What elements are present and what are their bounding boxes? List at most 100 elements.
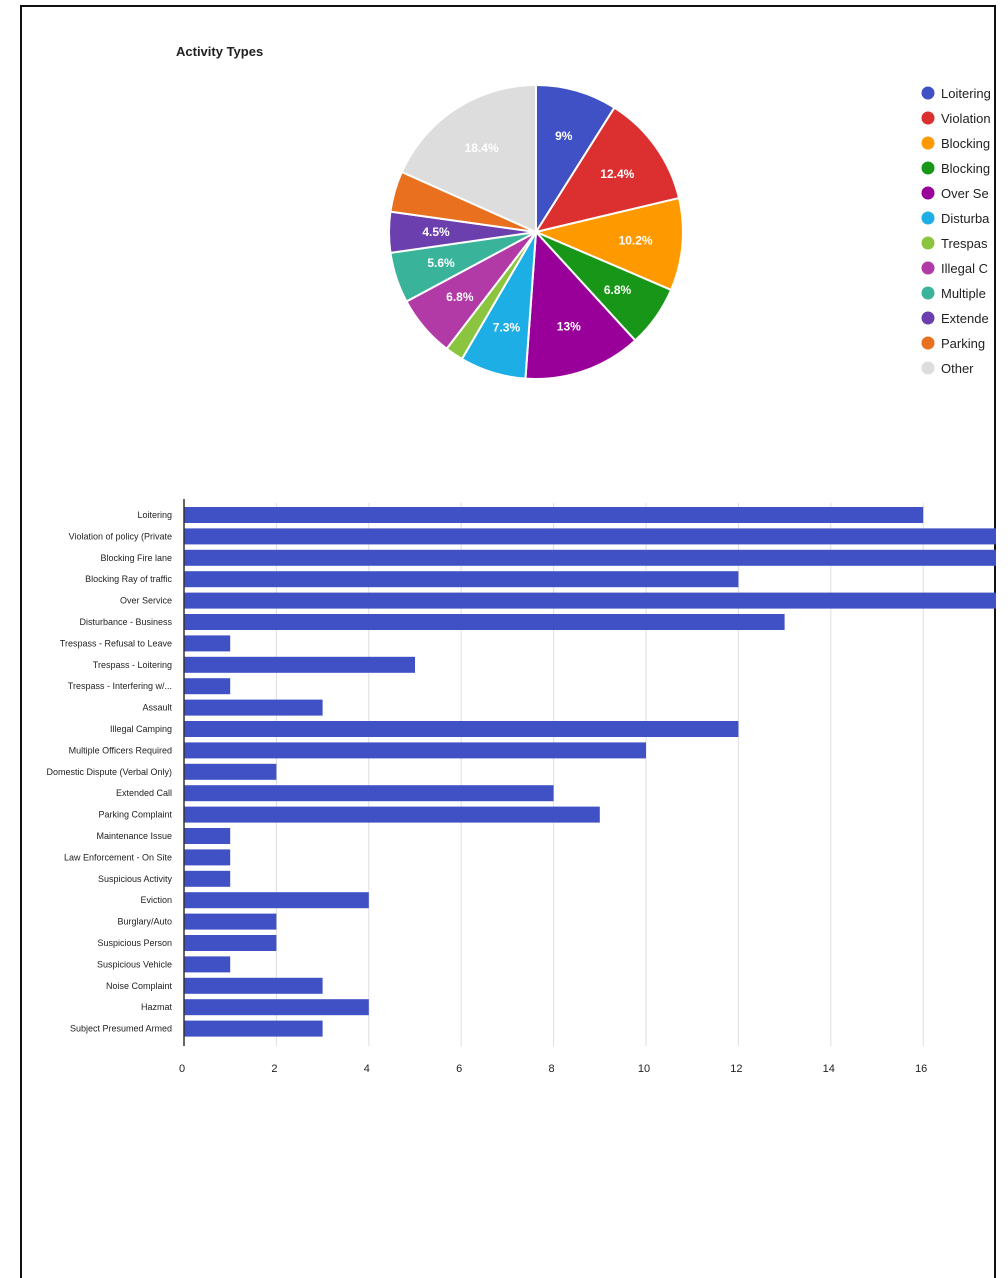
category-label: Burglary/Auto (117, 917, 172, 927)
pie-slice (532, 196, 684, 292)
pie-slice-label: 18.4% (465, 141, 499, 155)
pie-chart: 9% 12.4% 10.2% 6.8% 13% 7.3% 6.8% 5.6% 4.5% 18.4% (388, 83, 684, 380)
legend-swatch (921, 286, 935, 300)
pie-legend: Loitering Violation Blocking Blocking Over S… (921, 86, 991, 376)
bar (184, 507, 924, 523)
bar (184, 935, 277, 951)
pie-slice (524, 229, 637, 380)
category-label: Trespass - Interfering w/... (68, 681, 172, 691)
legend-swatch (921, 361, 935, 375)
pie-slice (400, 83, 537, 234)
bar (184, 806, 600, 823)
pie-slice-label: 10.2% (619, 234, 653, 248)
category-label: Noise Complaint (106, 981, 173, 991)
legend-swatch (921, 211, 935, 225)
legend-swatch (921, 261, 935, 275)
bar-chart: Loitering Violation of policy (Private Blo… (46, 499, 996, 1075)
bar (184, 721, 739, 737)
legend-entry: Illegal C (941, 261, 988, 276)
bar (184, 956, 231, 973)
pie-slice-label: 12.4% (600, 167, 634, 181)
bar (184, 828, 231, 844)
category-label: Suspicious Vehicle (97, 959, 172, 969)
bar (184, 1020, 323, 1037)
category-label: Blocking Fire lane (100, 553, 172, 563)
category-label: Assault (142, 703, 172, 713)
category-label: Eviction (140, 895, 172, 905)
legend-swatch (921, 186, 935, 200)
category-label: Hazmat (141, 1002, 173, 1012)
category-label: Violation of policy (Private (69, 531, 172, 541)
bar (184, 913, 277, 930)
category-label: Suspicious Person (97, 938, 172, 948)
bar (184, 977, 323, 994)
legend-entry: Disturba (941, 211, 990, 226)
category-label: Parking Complaint (98, 810, 172, 820)
legend-entry: Blocking (941, 161, 990, 176)
legend-entry: Multiple (941, 286, 986, 301)
bar (184, 614, 785, 630)
bar (184, 999, 369, 1016)
category-label: Trespass - Loitering (93, 660, 172, 670)
legend-entry: Other (941, 361, 974, 376)
pie-slice-label: 13% (557, 319, 581, 333)
legend-entry: Over Se (941, 186, 989, 201)
pie-slice (533, 106, 681, 234)
x-tick-label: 12 (730, 1063, 742, 1075)
legend-swatch (921, 311, 935, 325)
bar (184, 870, 231, 887)
bar (184, 785, 554, 802)
bar (184, 656, 415, 673)
legend-swatch (921, 86, 935, 100)
pie-slice-label: 6.8% (604, 283, 632, 297)
x-tick-label: 10 (638, 1063, 650, 1075)
legend-entry: Parking (941, 336, 985, 351)
legend-swatch (921, 136, 935, 150)
legend-swatch (921, 161, 935, 175)
legend-swatch (921, 336, 935, 350)
category-label: Trespass - Refusal to Leave (60, 638, 172, 648)
bar (184, 678, 231, 695)
legend-entry: Loitering (941, 86, 991, 101)
page-frame (20, 5, 996, 1278)
category-label: Maintenance Issue (96, 831, 172, 841)
legend-entry: Violation (941, 111, 991, 126)
category-label: Over Service (120, 596, 172, 606)
legend-entry: Blocking (941, 136, 990, 151)
bar (184, 849, 231, 866)
category-label: Disturbance - Business (79, 617, 172, 627)
category-label: Loitering (137, 510, 172, 520)
pie-slice-label: 4.5% (422, 225, 450, 239)
category-label: Multiple Officers Required (69, 745, 172, 755)
x-tick-label: 8 (549, 1063, 555, 1075)
x-tick-label: 2 (271, 1063, 277, 1075)
pie-slice (535, 83, 616, 236)
pie-slice-label: 7.3% (493, 320, 521, 334)
category-label: Subject Presumed Armed (70, 1024, 172, 1034)
legend-entry: Extende (941, 311, 989, 326)
bar (184, 528, 996, 545)
bar (184, 571, 739, 588)
bar (184, 742, 646, 759)
x-tick-label: 4 (364, 1063, 370, 1075)
bar (184, 635, 231, 652)
pie-chart-title: Activity Types (176, 44, 264, 59)
pie-slice-label: 6.8% (446, 290, 474, 304)
legend-entry: Trespas (941, 236, 988, 251)
bar (184, 592, 996, 609)
category-label: Suspicious Activity (98, 874, 173, 884)
x-tick-label: 16 (915, 1063, 927, 1075)
bar (184, 892, 369, 909)
legend-swatch (921, 236, 935, 250)
category-label: Law Enforcement - On Site (64, 852, 172, 862)
category-label: Extended Call (116, 788, 172, 798)
pie-slice-label: 5.6% (427, 256, 455, 270)
pie-slice-label: 9% (555, 129, 573, 143)
bar (184, 763, 277, 780)
x-tick-label: 6 (456, 1063, 462, 1075)
category-label: Blocking Ray of traffic (85, 574, 172, 584)
x-tick-label: 0 (179, 1063, 185, 1075)
bar (184, 699, 323, 716)
